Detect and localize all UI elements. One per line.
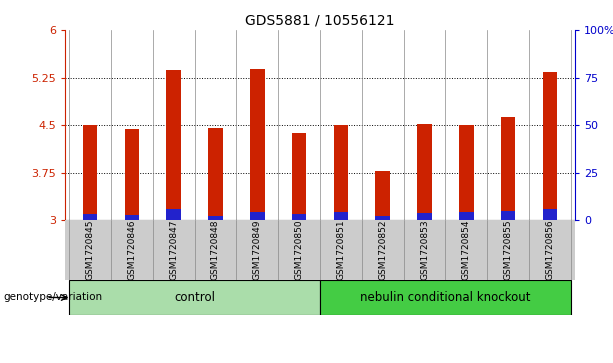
Text: GSM1720850: GSM1720850 [295, 220, 303, 280]
Bar [166, 70, 181, 220]
Bar [69, 280, 320, 315]
Bar [417, 124, 432, 220]
Bar [333, 212, 348, 220]
Text: GSM1720851: GSM1720851 [337, 220, 345, 280]
Text: GSM1720852: GSM1720852 [378, 220, 387, 280]
Text: GSM1720854: GSM1720854 [462, 220, 471, 280]
Bar [333, 125, 348, 220]
Text: GSM1720856: GSM1720856 [546, 220, 554, 280]
Text: GSM1720848: GSM1720848 [211, 220, 220, 280]
Bar [459, 212, 474, 220]
Text: GSM1720846: GSM1720846 [128, 220, 136, 280]
Text: GSM1720847: GSM1720847 [169, 220, 178, 280]
Bar [459, 125, 474, 220]
Bar [208, 128, 223, 220]
Bar [417, 213, 432, 220]
Text: GSM1720855: GSM1720855 [504, 220, 512, 280]
Title: GDS5881 / 10556121: GDS5881 / 10556121 [245, 13, 395, 28]
Bar [320, 280, 571, 315]
Bar [250, 212, 265, 220]
Text: GSM1720853: GSM1720853 [420, 220, 429, 280]
Bar [208, 216, 223, 220]
Bar [375, 171, 390, 220]
Bar [83, 214, 97, 220]
Bar [292, 132, 306, 220]
Bar [124, 130, 139, 220]
Bar [250, 69, 265, 220]
Bar [292, 214, 306, 220]
Text: GSM1720845: GSM1720845 [86, 220, 94, 280]
Bar [124, 215, 139, 220]
Text: genotype/variation: genotype/variation [3, 293, 102, 302]
Text: nebulin conditional knockout: nebulin conditional knockout [360, 291, 531, 304]
Bar [543, 209, 557, 220]
Text: control: control [174, 291, 215, 304]
Text: GSM1720849: GSM1720849 [253, 220, 262, 280]
Bar [501, 117, 516, 220]
Bar [543, 73, 557, 220]
Bar [166, 209, 181, 220]
Bar [375, 216, 390, 220]
Bar [501, 211, 516, 220]
Bar [83, 125, 97, 220]
